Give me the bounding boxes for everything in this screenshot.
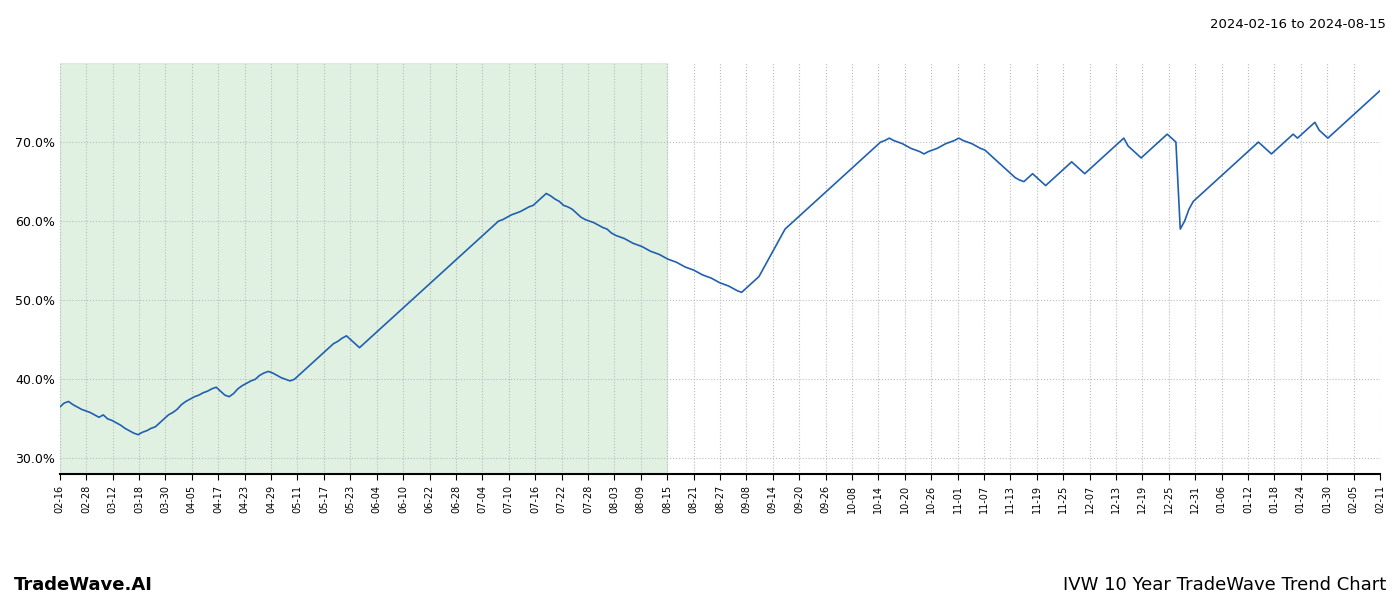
Text: IVW 10 Year TradeWave Trend Chart: IVW 10 Year TradeWave Trend Chart	[1063, 576, 1386, 594]
Bar	[60, 63, 668, 474]
Text: TradeWave.AI: TradeWave.AI	[14, 576, 153, 594]
Text: 2024-02-16 to 2024-08-15: 2024-02-16 to 2024-08-15	[1210, 18, 1386, 31]
